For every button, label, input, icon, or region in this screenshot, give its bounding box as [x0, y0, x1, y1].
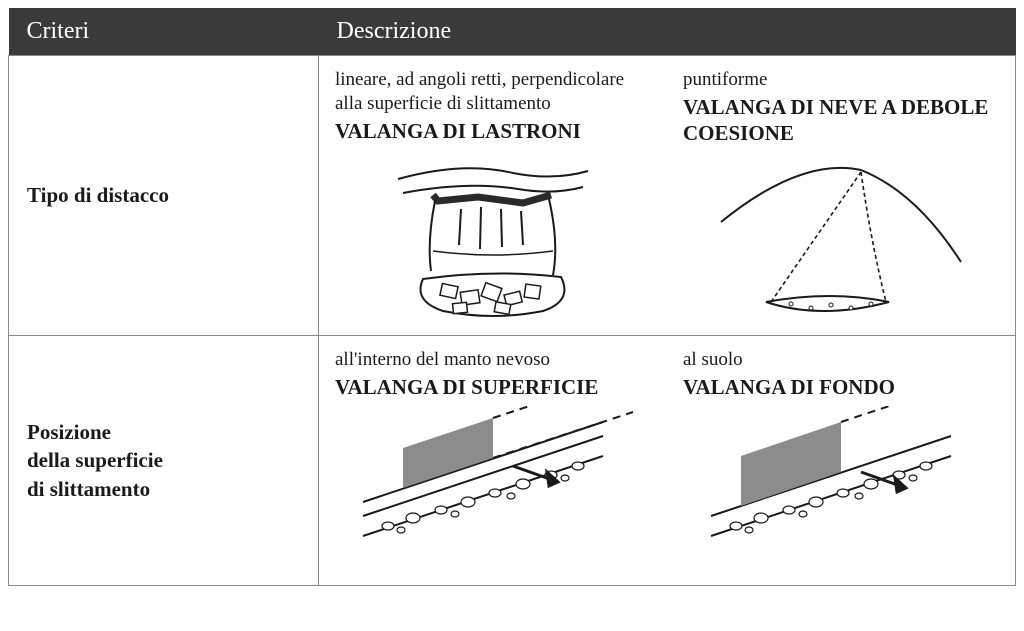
criteria-label: Tipo di distacco	[27, 183, 169, 207]
desc-subtext: al suolo	[683, 348, 999, 372]
criteria-cell-detachment: Tipo di distacco	[9, 56, 319, 336]
desc-right: al suolo VALANGA DI FONDO	[667, 336, 1015, 564]
desc-right: puntiforme VALANGA DI NEVE A DEBOLE COES…	[667, 56, 1015, 330]
slab-avalanche-icon	[335, 150, 651, 323]
description-cell: all'interno del manto nevoso VALANGA DI …	[319, 336, 1016, 586]
desc-left: lineare, ad angoli retti, perpendicolare…	[319, 56, 667, 330]
desc-subtext: lineare, ad angoli retti, perpendicolare…	[335, 68, 651, 116]
criteria-label: Posizione della superficie di slittament…	[27, 420, 163, 501]
desc-subtext: all'interno del manto nevoso	[335, 348, 651, 372]
table-header-row: Criteri Descrizione	[9, 8, 1016, 56]
ground-avalanche-icon	[683, 406, 999, 556]
desc-title: VALANGA DI NEVE A DEBOLE COESIONE	[683, 94, 999, 147]
point-release-icon	[683, 152, 999, 322]
description-cell: lineare, ad angoli retti, perpendicolare…	[319, 56, 1016, 336]
avalanche-criteria-table: Criteri Descrizione Tipo di distacco lin…	[8, 8, 1016, 586]
desc-title: VALANGA DI FONDO	[683, 374, 999, 400]
header-description: Descrizione	[319, 8, 1016, 56]
desc-title: VALANGA DI SUPERFICIE	[335, 374, 651, 400]
table-row: Tipo di distacco lineare, ad angoli rett…	[9, 56, 1016, 336]
table-row: Posizione della superficie di slittament…	[9, 336, 1016, 586]
desc-left: all'interno del manto nevoso VALANGA DI …	[319, 336, 667, 564]
criteria-cell-position: Posizione della superficie di slittament…	[9, 336, 319, 586]
desc-subtext: puntiforme	[683, 68, 999, 92]
header-criteria: Criteri	[9, 8, 319, 56]
surface-avalanche-icon	[335, 406, 651, 556]
desc-title: VALANGA DI LASTRONI	[335, 118, 651, 144]
